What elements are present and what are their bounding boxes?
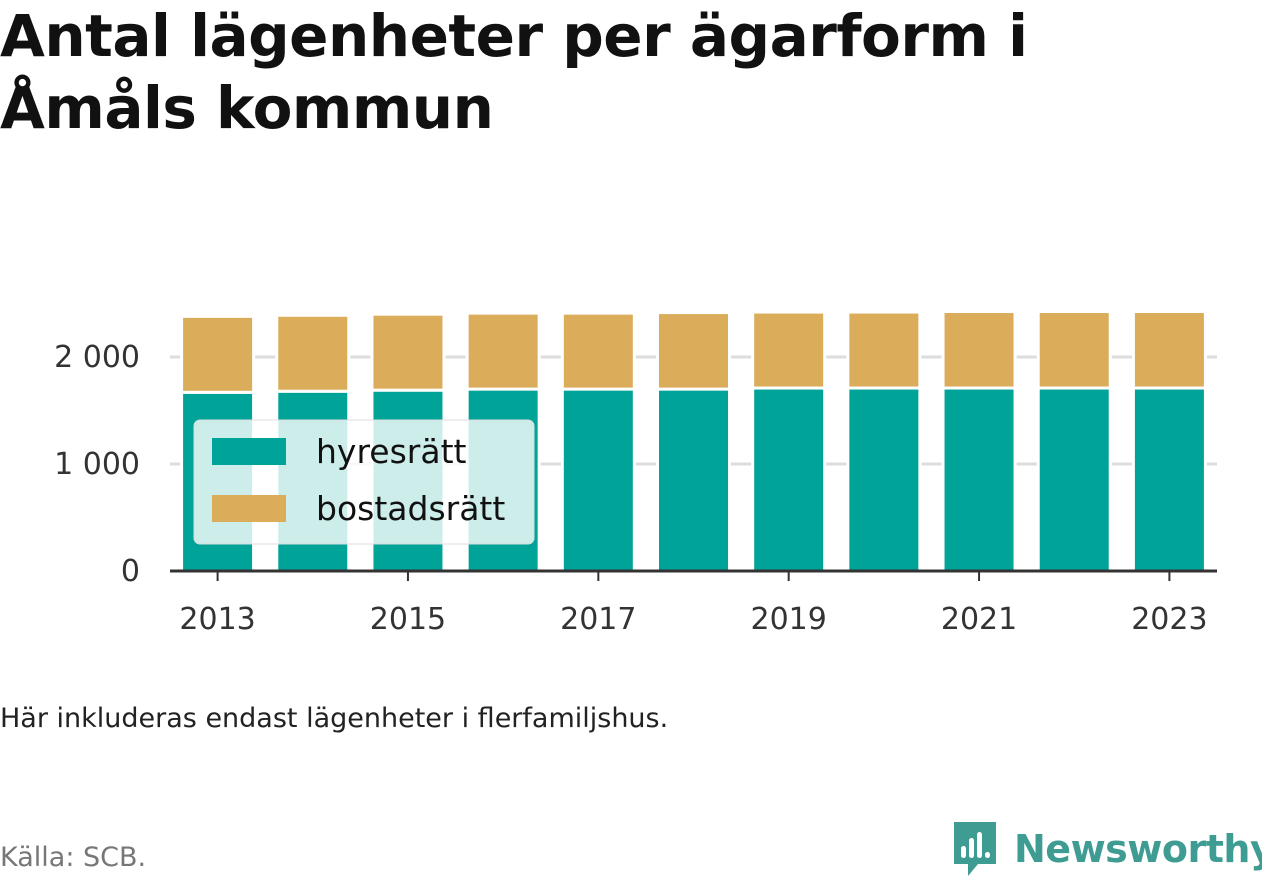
chart-note: Här inkluderas endast lägenheter i flerf… (0, 703, 669, 734)
bar-bostadsratt (560, 311, 636, 391)
bar-bostadsratt (656, 311, 731, 391)
bar-hyresratt (846, 386, 922, 573)
bar-bostadsratt (1036, 310, 1112, 390)
bar-bostadsratt (751, 310, 827, 390)
bar-hyresratt (1131, 386, 1207, 573)
bar-bostadsratt (370, 312, 446, 392)
legend-label-bostadsratt: bostadsrätt (316, 489, 505, 528)
legend-label-hyresratt: hyresrätt (316, 432, 467, 471)
x-tick-label: 2019 (751, 602, 827, 637)
x-tick-label: 2023 (1131, 602, 1207, 637)
bar-hyresratt (560, 387, 636, 573)
bar-hyresratt (1036, 386, 1112, 573)
bar-bostadsratt (941, 310, 1017, 390)
bar-bostadsratt (275, 313, 351, 393)
x-tick-label: 2017 (560, 602, 636, 637)
x-tick-label: 2013 (179, 602, 255, 637)
bar-bostadsratt (465, 311, 541, 391)
brand-name: Newsworthy (1014, 827, 1262, 871)
newsworthy-logo: Newsworthy (950, 818, 1262, 880)
newsworthy-logo-icon (954, 822, 996, 876)
legend: hyresrätt bostadsrätt (193, 419, 535, 545)
bar-hyresratt (656, 387, 731, 573)
bars (180, 310, 1207, 573)
chart-title: Antal lägenheter per ägarform i Åmåls ko… (0, 2, 1028, 142)
legend-swatch-hyresratt (212, 438, 286, 465)
y-tick-label: 2 000 (54, 340, 140, 375)
axes: 0 1 000 2 000 2013 2015 2017 2019 2021 2023 (54, 340, 1217, 637)
x-tick-label: 2015 (370, 602, 446, 637)
bar-bostadsratt (1131, 310, 1207, 390)
bar-hyresratt (751, 386, 827, 573)
bar-bostadsratt (180, 314, 256, 394)
y-tick-label: 1 000 (54, 447, 140, 482)
bar-bostadsratt (846, 310, 922, 390)
x-tick-label: 2021 (941, 602, 1017, 637)
bar-hyresratt (941, 386, 1017, 573)
source-label: Källa: SCB. (0, 842, 147, 873)
y-tick-label: 0 (121, 554, 140, 589)
legend-swatch-bostadsratt (212, 495, 286, 522)
